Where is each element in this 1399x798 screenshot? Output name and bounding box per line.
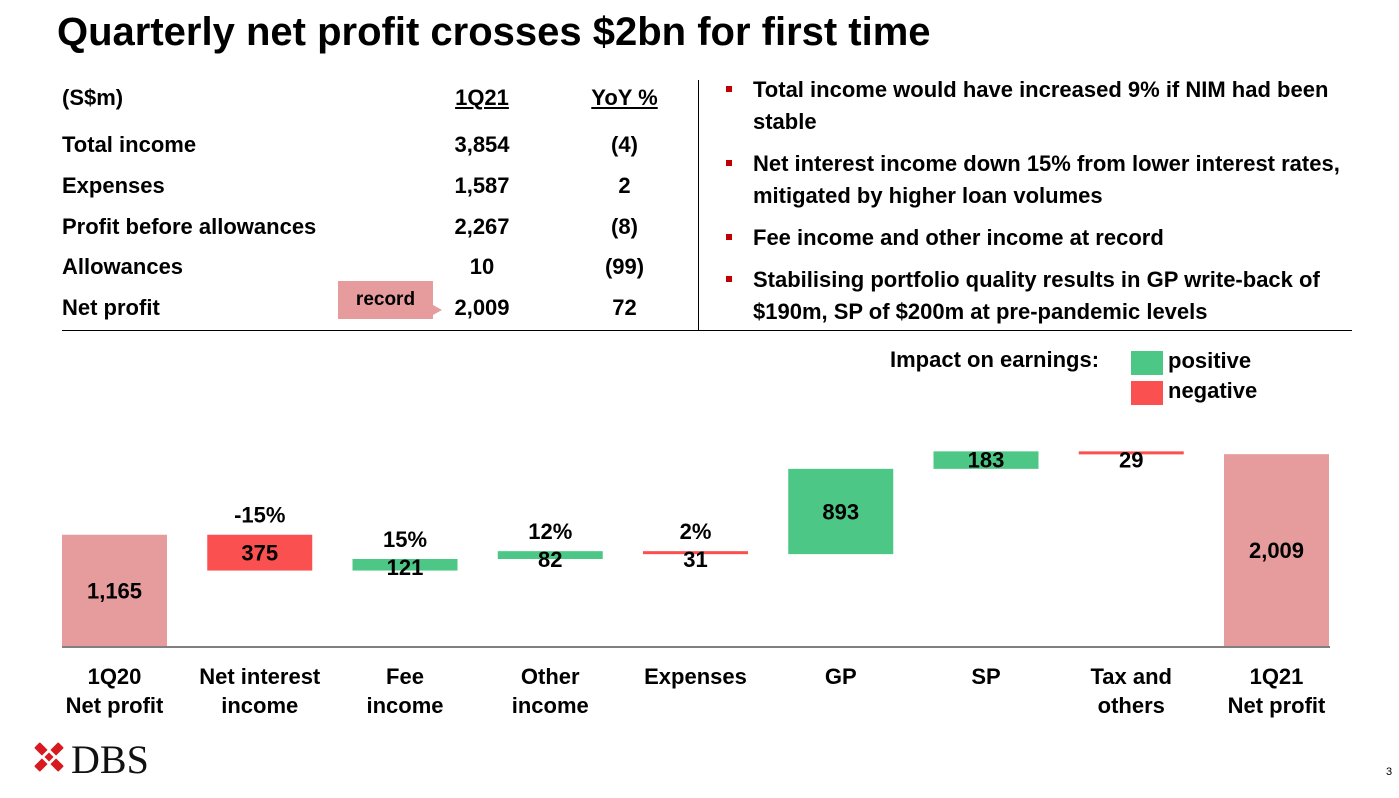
row-yoy: (99) bbox=[604, 254, 645, 279]
waterfall-bar bbox=[1224, 454, 1329, 646]
table-col-1q21: 1Q21 bbox=[455, 85, 509, 110]
row-value: 1,587 bbox=[454, 173, 510, 198]
page-title: Quarterly net profit crosses $2bn for fi… bbox=[57, 10, 931, 54]
bar-value-label: 29 bbox=[1119, 447, 1143, 472]
legend-positive-label: positive bbox=[1168, 348, 1252, 373]
bar-percent-label: 15% bbox=[383, 527, 427, 552]
bar-value-label: 2,009 bbox=[1249, 538, 1304, 563]
table-col-yoy: YoY % bbox=[591, 85, 658, 110]
bullet-text: Total income would have increased 9% if … bbox=[753, 77, 1329, 134]
category-label: Net profit bbox=[66, 693, 164, 718]
category-label: income bbox=[366, 693, 443, 718]
row-label: Allowances bbox=[62, 254, 184, 279]
table-row: Net profit 2,009 72 bbox=[62, 295, 682, 325]
category-label: Net interest bbox=[199, 664, 321, 689]
bullet-square-icon bbox=[726, 276, 732, 282]
bar-value-label: 82 bbox=[538, 547, 562, 572]
category-label: others bbox=[1098, 693, 1165, 718]
waterfall-bar bbox=[643, 551, 748, 555]
bar-value-label: 1,165 bbox=[87, 578, 142, 603]
legend-negative-label: negative bbox=[1168, 378, 1258, 403]
horizontal-divider bbox=[62, 330, 1352, 331]
legend-title: Impact on earnings: bbox=[890, 347, 1100, 372]
waterfall-bar bbox=[933, 451, 1039, 469]
row-yoy: 72 bbox=[612, 295, 637, 320]
table-header-row: (S$m) 1Q21 YoY % bbox=[62, 85, 682, 115]
bar-percent-label: -15% bbox=[234, 503, 285, 528]
category-label: income bbox=[512, 693, 589, 718]
bullet-text: Net interest income down 15% from lower … bbox=[753, 151, 1340, 208]
bullet-item: Stabilising portfolio quality results in… bbox=[726, 264, 1366, 328]
dbs-logo-mark-icon: DBS bbox=[34, 737, 149, 782]
bullet-text: Fee income and other income at record bbox=[753, 225, 1164, 250]
category-label: Net profit bbox=[1228, 693, 1326, 718]
row-label: Expenses bbox=[62, 173, 165, 198]
bar-percent-label: 2% bbox=[680, 519, 712, 544]
category-label: GP bbox=[825, 664, 857, 689]
bar-value-label: 893 bbox=[822, 499, 859, 524]
row-value: 3,854 bbox=[454, 132, 510, 157]
row-value: 2,267 bbox=[454, 214, 510, 239]
category-label: Other bbox=[521, 664, 580, 689]
row-yoy: (4) bbox=[611, 132, 638, 157]
bullet-square-icon bbox=[726, 234, 732, 240]
table-row: Total income 3,854 (4) bbox=[62, 132, 682, 162]
row-yoy: (8) bbox=[611, 214, 638, 239]
commentary-bullets: Total income would have increased 9% if … bbox=[726, 74, 1366, 338]
legend-positive-swatch bbox=[1131, 351, 1163, 375]
bullet-item: Total income would have increased 9% if … bbox=[726, 74, 1366, 138]
category-label: Tax and bbox=[1090, 664, 1172, 689]
category-label: 1Q21 bbox=[1250, 664, 1304, 689]
bar-value-label: 31 bbox=[683, 547, 707, 572]
waterfall-bar bbox=[788, 468, 894, 555]
category-label: income bbox=[221, 693, 298, 718]
row-yoy: 2 bbox=[618, 173, 631, 198]
waterfall-bar bbox=[352, 558, 458, 571]
table-unit-label: (S$m) bbox=[62, 85, 124, 110]
waterfall-bar bbox=[1078, 451, 1184, 455]
dbs-logo-text: DBS bbox=[71, 738, 149, 780]
dbs-logo: DBS bbox=[30, 737, 165, 785]
bar-value-label: 375 bbox=[241, 541, 278, 566]
row-value: 2,009 bbox=[454, 295, 510, 320]
bullet-text: Stabilising portfolio quality results in… bbox=[753, 267, 1320, 324]
waterfall-bar bbox=[62, 534, 167, 646]
table-row: Profit before allowances 2,267 (8) bbox=[62, 214, 682, 244]
waterfall-bar bbox=[207, 534, 313, 571]
legend-negative-swatch bbox=[1131, 381, 1163, 405]
row-label: Profit before allowances bbox=[62, 214, 317, 239]
table-row: Allowances 10 (99) bbox=[62, 254, 682, 284]
category-label: Fee bbox=[386, 664, 424, 689]
waterfall-bar bbox=[497, 551, 603, 559]
category-label: Expenses bbox=[644, 664, 747, 689]
category-label: SP bbox=[971, 664, 1000, 689]
page-number: 3 bbox=[1386, 766, 1393, 778]
bar-value-label: 183 bbox=[968, 447, 1005, 472]
bullet-square-icon bbox=[726, 86, 732, 92]
record-callout-pointer bbox=[433, 305, 442, 315]
vertical-divider bbox=[698, 80, 699, 330]
bullet-square-icon bbox=[726, 160, 732, 166]
row-label: Net profit bbox=[62, 295, 160, 320]
bar-value-label: 121 bbox=[387, 555, 424, 580]
bar-percent-label: 12% bbox=[528, 519, 572, 544]
table-row: Expenses 1,587 2 bbox=[62, 173, 682, 203]
row-label: Total income bbox=[62, 132, 197, 157]
bullet-item: Net interest income down 15% from lower … bbox=[726, 148, 1366, 212]
bullet-item: Fee income and other income at record bbox=[726, 222, 1366, 254]
record-callout: record bbox=[338, 281, 433, 319]
row-value: 10 bbox=[469, 254, 495, 279]
category-label: 1Q20 bbox=[88, 664, 142, 689]
